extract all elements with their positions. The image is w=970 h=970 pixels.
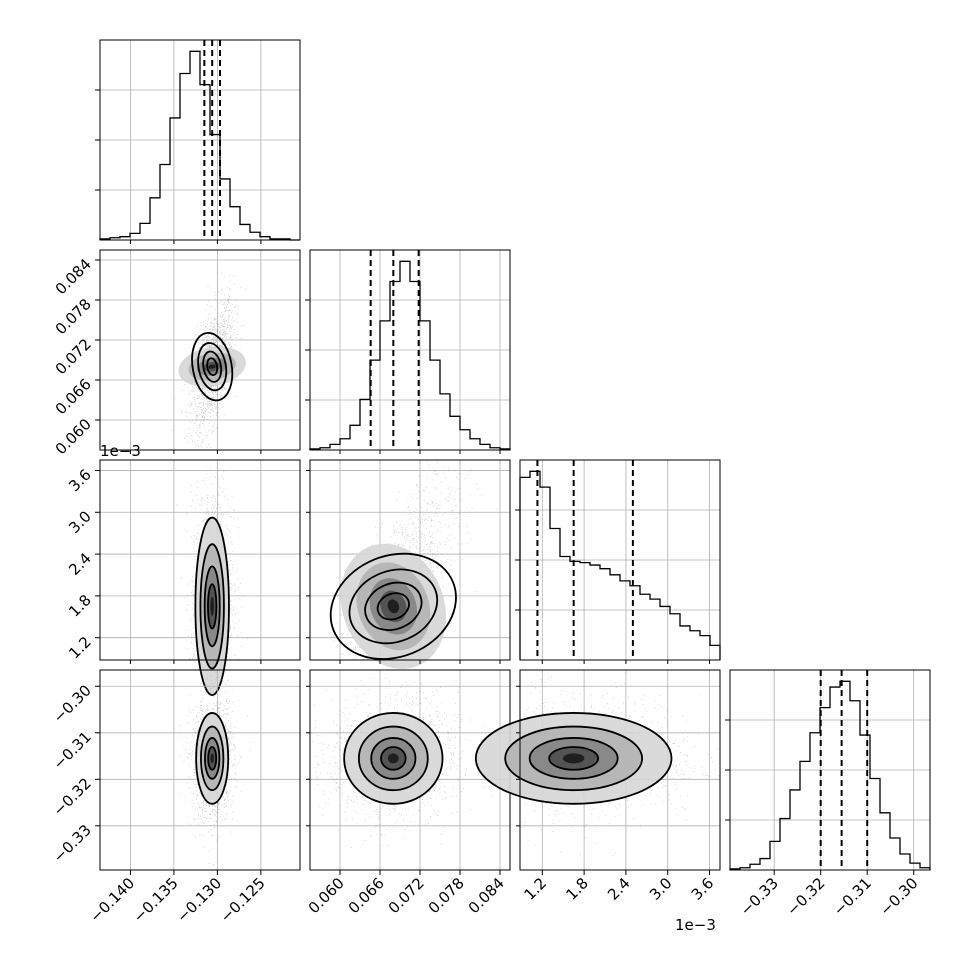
- panel-frame: [99, 669, 301, 871]
- contour-1: [199, 543, 225, 670]
- hist-panel-3: [725, 669, 931, 871]
- density-level-4: [208, 364, 216, 369]
- contour-3: [207, 583, 218, 630]
- y-tick-label: −0.30: [50, 681, 95, 726]
- density-level-4: [387, 753, 399, 764]
- x-tick-label: −0.33: [737, 874, 782, 919]
- x-tick-label: 3.0: [646, 874, 676, 904]
- panel-frame: [309, 249, 511, 451]
- y-tick-label: −0.33: [50, 821, 95, 866]
- x-tick-label: 0.078: [425, 874, 468, 917]
- density-level-4: [210, 596, 215, 617]
- y-tick-label: −0.31: [50, 728, 95, 773]
- contour-2: [364, 581, 423, 631]
- pair-panel-0-1: [99, 249, 301, 451]
- x-offset-label: 1e−3: [675, 916, 716, 934]
- y-tick-label: 3.6: [65, 466, 95, 496]
- x-tick-label: 2.4: [604, 874, 634, 904]
- x-tick-label: 0.060: [305, 874, 348, 917]
- contour-2: [204, 737, 221, 780]
- x-tick-label: 1.8: [562, 874, 592, 904]
- contour-1: [504, 725, 644, 792]
- contour-3: [380, 746, 407, 771]
- x-tick-label: −0.135: [130, 874, 182, 926]
- contour-3: [376, 592, 410, 621]
- histogram-step: [309, 260, 511, 450]
- pair-panel-0-3: [99, 669, 301, 871]
- pair-panel-0-2: [99, 459, 301, 697]
- panel-frame: [99, 459, 301, 661]
- y-offset-label: 1e−3: [100, 442, 141, 460]
- contour-2: [370, 737, 417, 780]
- panel-frame: [99, 39, 301, 241]
- x-tick-label: −0.30: [876, 874, 921, 919]
- histogram-step: [99, 50, 300, 241]
- y-tick-label: 0.060: [52, 415, 95, 458]
- panel-frame: [309, 459, 511, 661]
- y-tick-label: 0.066: [52, 375, 95, 418]
- pair-panel-2-3: [474, 669, 721, 871]
- y-tick-label: −0.32: [50, 774, 95, 819]
- density-level-4: [562, 753, 585, 764]
- y-tick-label: 1.8: [65, 591, 95, 621]
- x-tick-label: 0.084: [465, 874, 508, 917]
- x-tick-label: −0.130: [173, 874, 225, 926]
- density-level-4: [210, 753, 214, 764]
- y-tick-label: 2.4: [65, 549, 95, 579]
- density-level-4: [387, 599, 400, 614]
- panel-frame: [519, 459, 721, 661]
- histogram-step: [729, 680, 931, 870]
- hist-panel-0: [95, 39, 301, 241]
- x-tick-label: 0.072: [385, 874, 428, 917]
- y-tick-label: 3.0: [65, 507, 95, 537]
- contour-2: [202, 350, 223, 383]
- contour-1: [197, 342, 228, 392]
- contour-0: [195, 712, 230, 805]
- x-tick-label: −0.31: [830, 874, 875, 919]
- y-tick-label: 0.084: [52, 255, 95, 298]
- x-tick-label: 0.066: [345, 874, 388, 917]
- contour-0: [194, 516, 230, 697]
- x-tick-label: 1.2: [521, 874, 551, 904]
- contour-0: [343, 712, 444, 805]
- contour-1: [358, 725, 429, 792]
- x-tick-label: −0.32: [783, 874, 828, 919]
- panel-frame: [729, 669, 931, 871]
- pair-panel-1-3: [309, 669, 511, 871]
- contour-3: [548, 746, 600, 771]
- hist-panel-2: [515, 459, 721, 661]
- contour-3: [207, 746, 218, 771]
- contour-0: [329, 552, 457, 660]
- panel-frame: [519, 669, 721, 871]
- contour-0: [191, 332, 234, 402]
- y-tick-label: 0.078: [52, 295, 95, 338]
- hist-panel-1: [305, 249, 511, 451]
- contour-3: [206, 357, 219, 377]
- panel-frame: [99, 249, 301, 451]
- y-tick-label: 1.2: [65, 633, 95, 663]
- y-tick-label: 0.072: [52, 335, 95, 378]
- pair-panel-1-2: [309, 459, 511, 669]
- histogram-step: [519, 470, 721, 660]
- contour-1: [200, 725, 225, 792]
- contour-0: [474, 712, 673, 805]
- contour-2: [528, 737, 619, 780]
- x-tick-label: −0.125: [217, 874, 269, 926]
- x-tick-label: −0.140: [86, 874, 138, 926]
- contour-2: [203, 565, 221, 648]
- x-tick-label: 3.6: [688, 874, 718, 904]
- contour-1: [348, 568, 439, 645]
